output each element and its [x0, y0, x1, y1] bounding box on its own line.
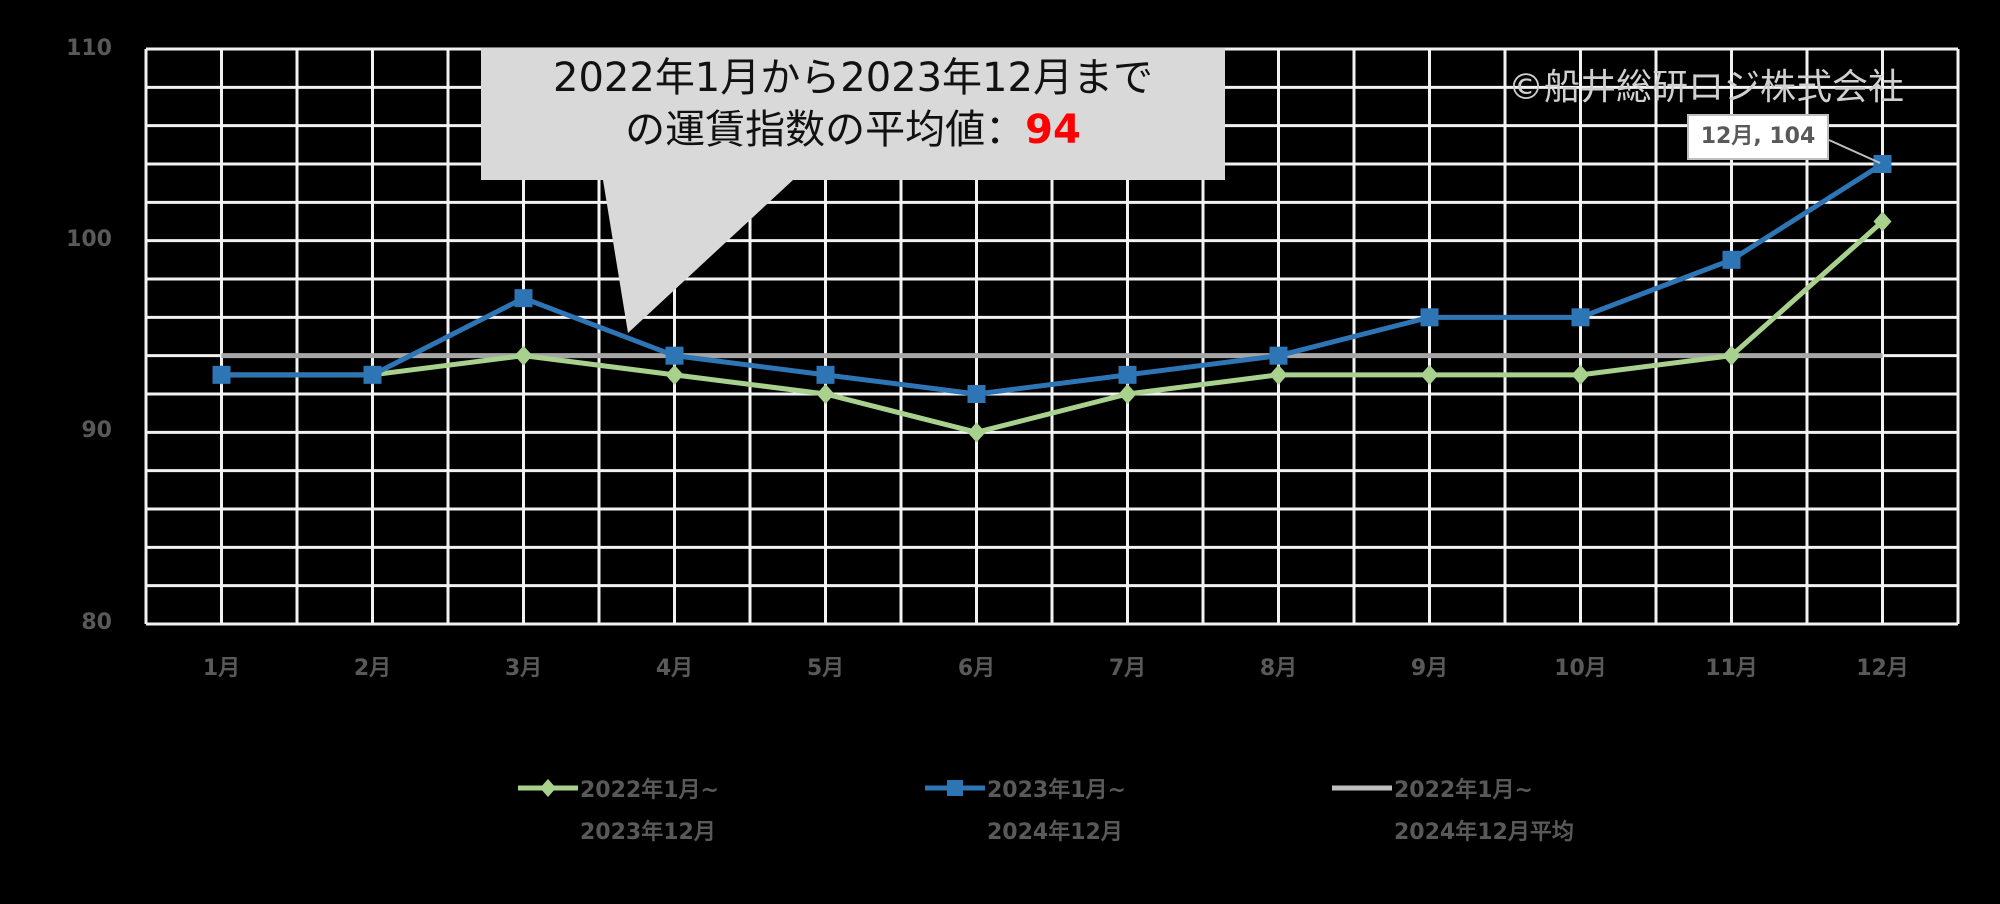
- diamond-marker-icon: [1118, 384, 1137, 404]
- callout-text: 2022年1月から2023年12月まで の運賃指数の平均値：94: [481, 52, 1225, 156]
- x-tick-label: 3月: [504, 656, 543, 681]
- y-tick-100: 100: [66, 227, 112, 252]
- x-tick-label: 10月: [1554, 656, 1607, 681]
- square-marker-icon: [1571, 308, 1590, 327]
- diamond-marker-icon: [967, 422, 986, 443]
- square-marker-icon: [665, 346, 684, 365]
- square-marker-icon: [1269, 346, 1288, 365]
- data-label-leader: [1828, 139, 1881, 164]
- copyright-watermark: ©船井総研ロジ株式会社: [1508, 67, 1905, 108]
- legend-label: 2022年1月~ 2023年12月: [580, 778, 719, 845]
- square-marker-icon: [363, 365, 382, 384]
- callout-average-value: 94: [1025, 107, 1081, 153]
- x-tick-label: 7月: [1108, 656, 1147, 681]
- legend-label: 2023年1月~ 2024年12月: [987, 778, 1126, 845]
- diamond-marker-icon: [816, 384, 835, 404]
- x-tick-label: 1月: [202, 656, 241, 681]
- diamond-marker-icon: [514, 345, 533, 366]
- x-tick-label: 2月: [353, 656, 392, 681]
- series-2023-2024: [212, 155, 1892, 403]
- y-tick-80: 80: [81, 610, 112, 635]
- x-tick-label: 12月: [1856, 656, 1909, 681]
- x-tick-label: 9月: [1410, 656, 1449, 681]
- square-marker-icon: [816, 365, 835, 384]
- diamond-marker-icon: [518, 779, 578, 797]
- diamond-marker-icon: [1571, 364, 1590, 385]
- x-tick-label: 4月: [655, 656, 694, 681]
- diamond-marker-icon: [1420, 364, 1439, 385]
- callout-bubble: [481, 48, 1225, 333]
- x-tick-label: 11月: [1705, 656, 1758, 681]
- square-marker-icon: [1722, 250, 1741, 269]
- diamond-marker-icon: [1722, 345, 1741, 366]
- square-marker-icon: [967, 385, 986, 403]
- y-tick-90: 90: [81, 418, 112, 443]
- data-label-december: 12月, 104: [1687, 114, 1829, 160]
- diamond-marker-icon: [1269, 364, 1288, 385]
- x-tick-label: 6月: [957, 656, 996, 681]
- square-marker-icon: [212, 365, 231, 384]
- line-icon: [1332, 785, 1392, 791]
- diamond-marker-icon: [1873, 211, 1892, 232]
- callout-line2: の運賃指数の平均値：94: [625, 107, 1081, 153]
- x-tick-label: 5月: [806, 656, 845, 681]
- square-marker-icon: [1420, 308, 1439, 327]
- diamond-marker-icon: [665, 364, 684, 385]
- y-tick-110: 110: [66, 36, 112, 61]
- square-marker-icon: [1118, 365, 1137, 384]
- square-marker-icon: [1873, 155, 1892, 173]
- square-marker-icon: [514, 289, 533, 308]
- x-tick-label: 8月: [1259, 656, 1298, 681]
- legend-label: 2022年1月~ 2024年12月平均: [1394, 778, 1574, 845]
- square-marker-icon: [925, 780, 985, 796]
- callout-line1: 2022年1月から2023年12月まで: [553, 55, 1153, 101]
